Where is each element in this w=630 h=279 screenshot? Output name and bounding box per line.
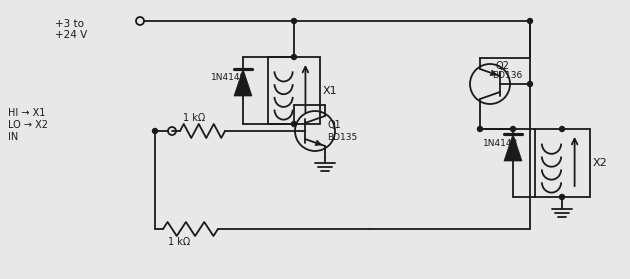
Text: Q2: Q2	[495, 61, 509, 71]
Circle shape	[559, 126, 564, 131]
Text: LO → X2: LO → X2	[8, 120, 48, 130]
Text: 1 kΩ: 1 kΩ	[168, 237, 190, 247]
Polygon shape	[234, 69, 252, 96]
Circle shape	[527, 81, 532, 86]
Text: BD135: BD135	[327, 133, 357, 141]
Circle shape	[292, 18, 297, 23]
Polygon shape	[504, 134, 522, 161]
Bar	[535, 129, 590, 197]
Circle shape	[478, 126, 483, 131]
Text: 1 kΩ: 1 kΩ	[183, 113, 205, 123]
Circle shape	[292, 121, 297, 126]
Text: +3 to: +3 to	[55, 19, 84, 29]
Circle shape	[510, 126, 515, 131]
Text: 1N4148: 1N4148	[483, 139, 518, 148]
Text: BD136: BD136	[492, 71, 522, 81]
Text: Q1: Q1	[327, 120, 341, 130]
Text: 1N4148: 1N4148	[211, 73, 246, 82]
Circle shape	[152, 129, 158, 133]
Circle shape	[527, 18, 532, 23]
Bar	[268, 57, 320, 124]
Circle shape	[292, 54, 297, 59]
Text: X2: X2	[593, 158, 608, 168]
Circle shape	[559, 194, 564, 199]
Text: X1: X1	[323, 85, 338, 95]
Text: IN: IN	[8, 132, 18, 142]
Text: +24 V: +24 V	[55, 30, 87, 40]
Text: HI → X1: HI → X1	[8, 108, 45, 118]
